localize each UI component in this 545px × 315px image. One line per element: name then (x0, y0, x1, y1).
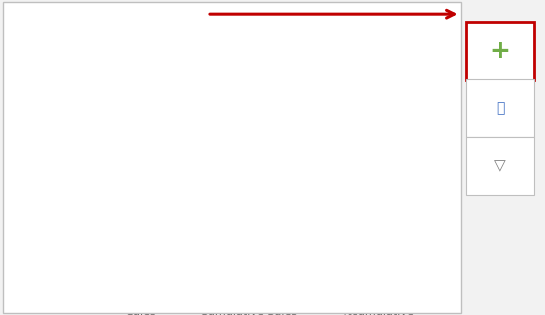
Legend: Sales, Cumulative Sales, %cumulative: Sales, Cumulative Sales, %cumulative (88, 303, 419, 315)
Title: Chart Title: Chart Title (207, 41, 300, 59)
Text: 🖌: 🖌 (496, 101, 504, 115)
Text: ▽: ▽ (494, 159, 506, 174)
Text: +: + (489, 39, 511, 63)
